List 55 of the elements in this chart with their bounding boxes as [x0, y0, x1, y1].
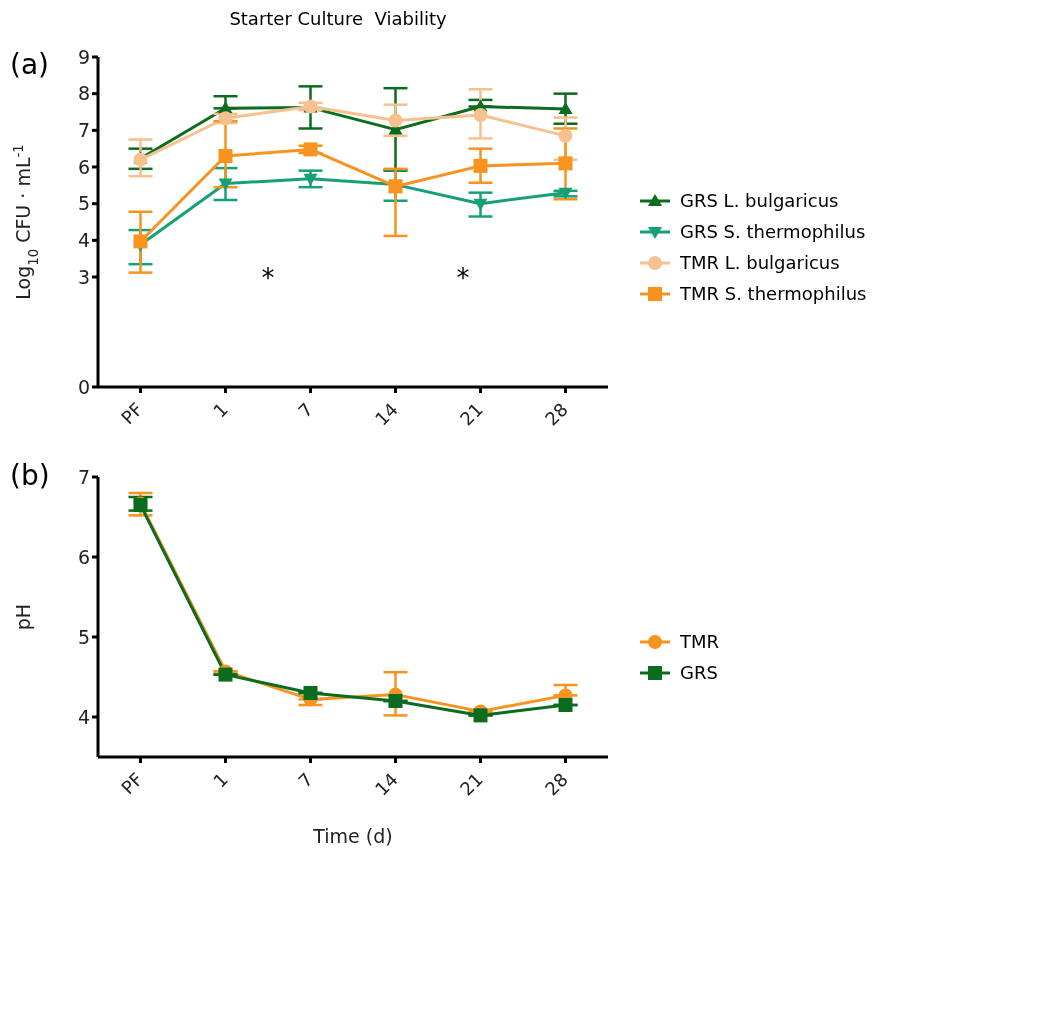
- x-tick-label: 21: [455, 398, 487, 430]
- y-tick-label: 3: [77, 265, 90, 288]
- x-axis-title: Time (d): [312, 825, 393, 847]
- x-tick-label: 28: [540, 768, 572, 800]
- legend-label: GRS L. bulgaricus: [680, 190, 839, 211]
- point: [558, 698, 573, 712]
- legend-label: GRS: [680, 662, 718, 683]
- point: [303, 142, 318, 157]
- legend-label: GRS S. thermophilus: [680, 221, 866, 242]
- annotation: *: [261, 263, 275, 294]
- point: [218, 178, 233, 191]
- legend-label: TMR: [680, 631, 720, 652]
- y-tick-label: 8: [77, 82, 90, 105]
- legend-label: TMR L. bulgaricus: [680, 252, 840, 273]
- x-tick-label: 14: [370, 398, 402, 430]
- x-tick-label: 14: [370, 768, 402, 800]
- y-tick-label: 9: [77, 45, 90, 68]
- point: [558, 156, 573, 171]
- point: [218, 149, 233, 163]
- point: [473, 708, 488, 723]
- point: [473, 107, 488, 122]
- text: (b): [10, 459, 50, 492]
- x-tick-label: PF: [117, 768, 147, 799]
- x-tick-label: 7: [293, 768, 317, 792]
- point: [218, 111, 233, 126]
- point: [558, 128, 573, 143]
- point: [473, 198, 488, 211]
- point: [303, 686, 318, 700]
- point: [388, 113, 403, 128]
- y-tick-label: 7: [77, 119, 90, 142]
- point: [558, 187, 573, 200]
- x-tick-label: 28: [540, 398, 572, 430]
- point: [303, 173, 318, 186]
- y-axis-title: pH: [12, 603, 34, 631]
- point: [558, 102, 573, 114]
- x-tick-label: 1: [208, 398, 232, 422]
- x-tick-label: 7: [293, 398, 317, 422]
- annotation: *: [456, 263, 470, 294]
- point: [133, 234, 148, 249]
- x-tick-label: PF: [117, 398, 147, 429]
- y-tick-label: 4: [77, 229, 90, 252]
- y-tick-label: 6: [77, 545, 90, 568]
- y-tick-label: 0: [77, 375, 90, 398]
- point: [388, 694, 403, 708]
- y-tick-label: 5: [77, 625, 90, 648]
- y-tick-label: 4: [77, 705, 90, 728]
- text: (a): [10, 48, 50, 81]
- legend-label: TMR S. thermophilus: [680, 283, 867, 304]
- y-tick-label: 6: [77, 155, 90, 178]
- chart-title: Starter Culture Viability: [228, 8, 448, 29]
- y-tick-label: 5: [77, 192, 90, 215]
- y-tick-label: 7: [77, 465, 90, 488]
- point: [473, 158, 488, 173]
- x-tick-label: 21: [455, 768, 487, 800]
- x-tick-label: 1: [208, 768, 232, 792]
